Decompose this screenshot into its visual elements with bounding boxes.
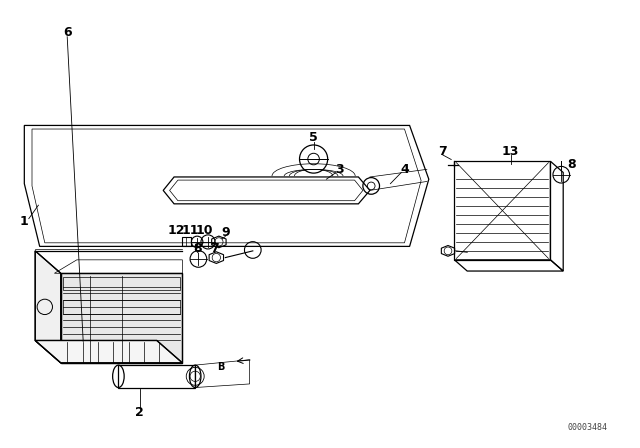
Text: 10: 10 (196, 224, 214, 237)
Text: 7: 7 (210, 242, 219, 255)
Polygon shape (61, 273, 182, 363)
Text: 9: 9 (221, 226, 230, 240)
Text: 2: 2 (135, 405, 144, 419)
Text: 7: 7 (438, 145, 447, 158)
Text: 4: 4 (400, 163, 409, 176)
Text: 12: 12 (167, 224, 185, 237)
Polygon shape (35, 340, 182, 363)
Polygon shape (35, 251, 61, 363)
Bar (118, 365, 195, 388)
Text: 6: 6 (63, 26, 72, 39)
Text: 11: 11 (182, 224, 200, 237)
Text: 3: 3 (335, 163, 344, 176)
Text: 00003484: 00003484 (568, 423, 608, 432)
Text: 8: 8 (567, 158, 576, 172)
Text: 8: 8 (193, 242, 202, 255)
Text: 1: 1 (20, 215, 29, 228)
Text: 13: 13 (502, 145, 520, 158)
Text: B: B (217, 362, 225, 372)
Text: 5: 5 (309, 131, 318, 145)
